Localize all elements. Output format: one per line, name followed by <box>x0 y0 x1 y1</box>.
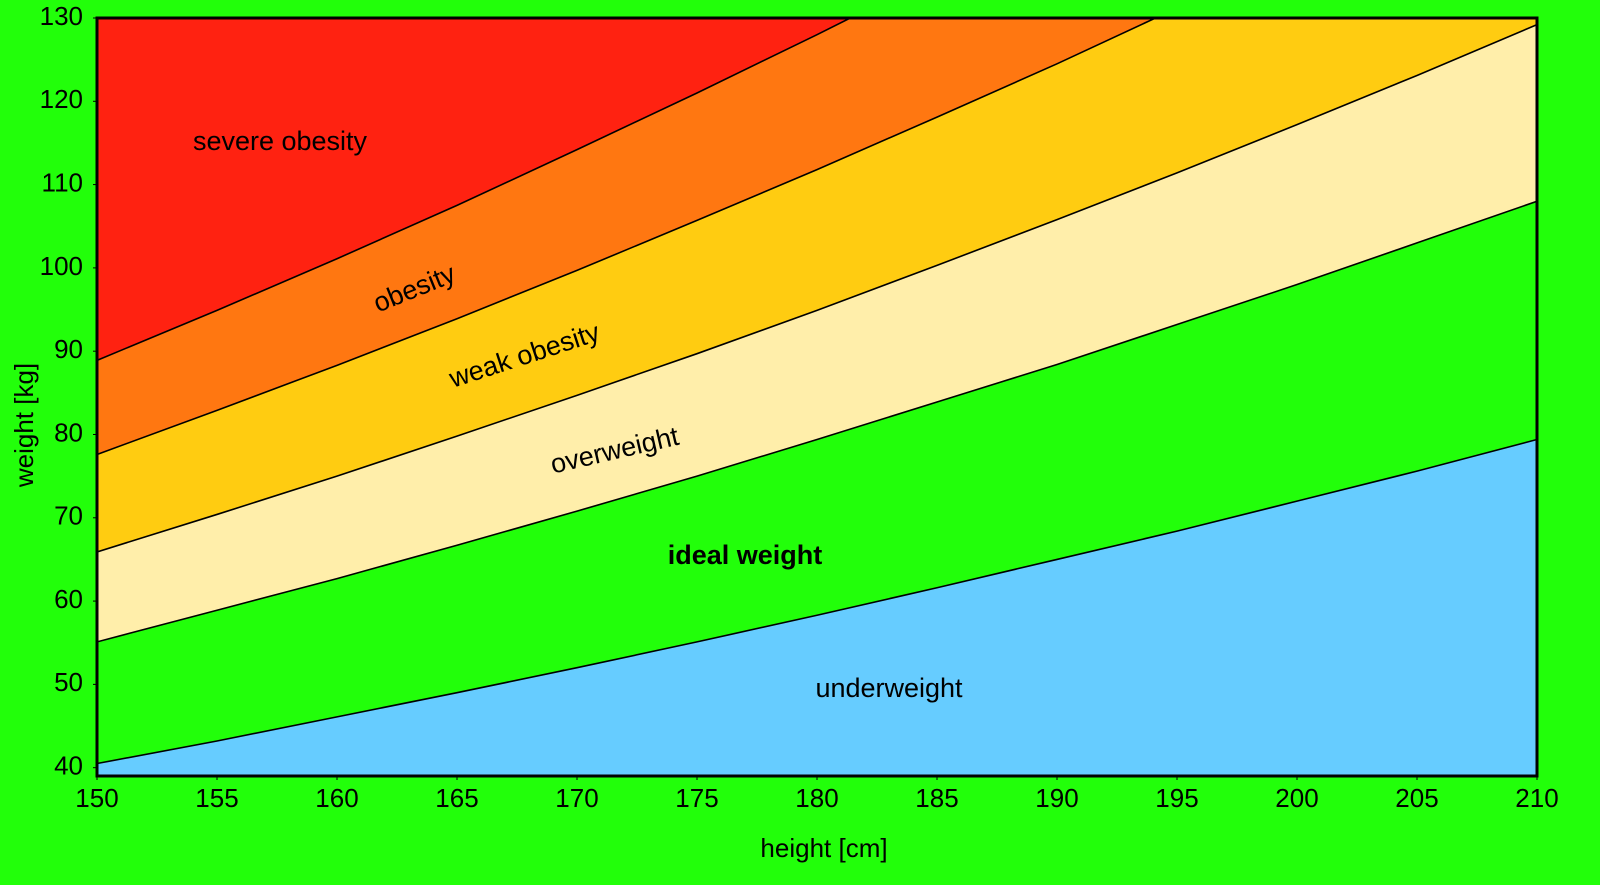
y-tick-label: 90 <box>54 334 83 364</box>
x-tick-label: 175 <box>675 783 718 813</box>
x-tick-label: 205 <box>1395 783 1438 813</box>
band-label: ideal weight <box>668 540 823 570</box>
band <box>97 24 1537 642</box>
x-tick-label: 160 <box>315 783 358 813</box>
x-tick-label: 185 <box>915 783 958 813</box>
x-tick-label: 200 <box>1275 783 1318 813</box>
band-label: underweight <box>815 673 963 703</box>
band <box>97 18 1156 455</box>
boundary-line <box>97 438 1537 765</box>
y-tick-label: 110 <box>42 167 83 197</box>
boundary-line <box>97 23 1537 553</box>
y-tick-label: 120 <box>40 84 83 114</box>
band-label: severe obesity <box>193 126 368 156</box>
x-tick-label: 170 <box>555 783 598 813</box>
x-tick-label: 190 <box>1035 783 1078 813</box>
band <box>97 201 1537 764</box>
x-tick-label: 180 <box>795 783 838 813</box>
x-tick-label: 195 <box>1155 783 1198 813</box>
x-tick-label: 150 <box>75 783 118 813</box>
boundary-line <box>97 18 1158 456</box>
y-tick-label: 130 <box>40 1 83 31</box>
y-tick-label: 50 <box>54 667 83 697</box>
y-tick-label: 40 <box>54 751 83 781</box>
band <box>97 18 1537 552</box>
boundary-line <box>97 18 853 362</box>
y-axis-title: weight [kg] <box>9 363 39 488</box>
plot-area <box>97 18 1537 776</box>
y-tick-label: 80 <box>54 417 83 447</box>
y-tick-label: 100 <box>40 251 83 281</box>
band <box>97 439 1537 776</box>
y-tick-label: 60 <box>54 584 83 614</box>
band <box>97 18 851 361</box>
x-tick-label: 210 <box>1515 783 1558 813</box>
boundary-line <box>97 200 1537 643</box>
y-tick-label: 70 <box>54 501 83 531</box>
x-axis-title: height [cm] <box>760 833 887 863</box>
x-tick-label: 165 <box>435 783 478 813</box>
x-tick-label: 155 <box>195 783 238 813</box>
